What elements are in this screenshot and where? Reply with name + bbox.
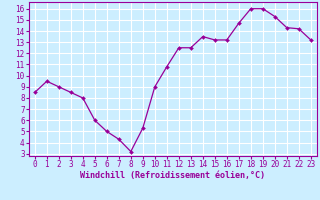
X-axis label: Windchill (Refroidissement éolien,°C): Windchill (Refroidissement éolien,°C) (80, 171, 265, 180)
